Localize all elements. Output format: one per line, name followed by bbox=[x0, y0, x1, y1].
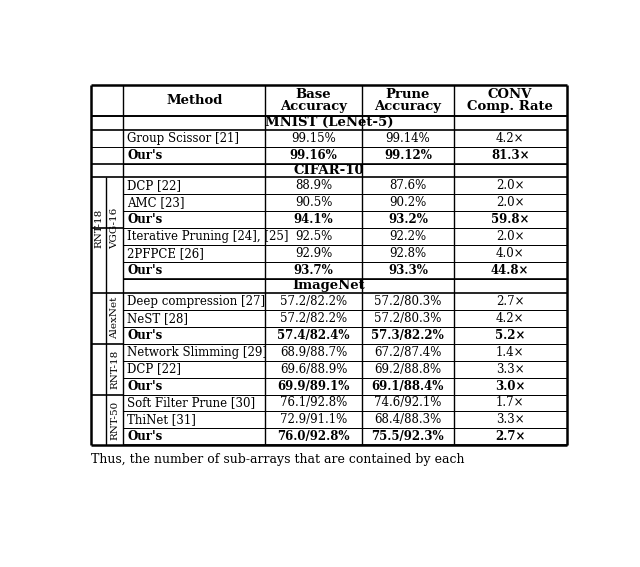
Text: Accuracy: Accuracy bbox=[374, 100, 442, 113]
Text: RNT-50: RNT-50 bbox=[110, 400, 120, 439]
Text: Our's: Our's bbox=[127, 264, 163, 277]
Text: RNT-18: RNT-18 bbox=[94, 209, 103, 248]
Text: 57.3/82.2%: 57.3/82.2% bbox=[371, 329, 444, 342]
Text: ThiNet [31]: ThiNet [31] bbox=[127, 413, 196, 426]
Text: 99.14%: 99.14% bbox=[385, 132, 430, 145]
Text: 2.0×: 2.0× bbox=[496, 196, 524, 209]
Text: Soft Filter Prune [30]: Soft Filter Prune [30] bbox=[127, 396, 255, 409]
Text: 76.0/92.8%: 76.0/92.8% bbox=[277, 430, 350, 443]
Text: CIFAR-10: CIFAR-10 bbox=[294, 164, 364, 177]
Text: VGG-16: VGG-16 bbox=[110, 208, 120, 249]
Text: 69.6/88.9%: 69.6/88.9% bbox=[280, 363, 348, 375]
Text: 88.9%: 88.9% bbox=[295, 179, 332, 192]
Text: 67.2/87.4%: 67.2/87.4% bbox=[374, 346, 442, 359]
Text: Thus, the number of sub-arrays that are contained by each: Thus, the number of sub-arrays that are … bbox=[91, 453, 465, 466]
Text: 68.9/88.7%: 68.9/88.7% bbox=[280, 346, 348, 359]
Text: NeST [28]: NeST [28] bbox=[127, 312, 188, 325]
Text: ImageNet: ImageNet bbox=[292, 280, 365, 293]
Text: Network Slimming [29]: Network Slimming [29] bbox=[127, 346, 268, 359]
Text: 57.2/82.2%: 57.2/82.2% bbox=[280, 312, 348, 325]
Text: 69.9/89.1%: 69.9/89.1% bbox=[278, 379, 350, 392]
Text: 2.7×: 2.7× bbox=[495, 430, 525, 443]
Text: 3.3×: 3.3× bbox=[496, 413, 524, 426]
Text: 2.7×: 2.7× bbox=[496, 295, 524, 308]
Text: 57.4/82.4%: 57.4/82.4% bbox=[277, 329, 350, 342]
Text: Our's: Our's bbox=[127, 329, 163, 342]
Text: 81.3×: 81.3× bbox=[491, 149, 529, 162]
Text: 93.2%: 93.2% bbox=[388, 213, 428, 226]
Text: 1.4×: 1.4× bbox=[496, 346, 524, 359]
Text: RNT-18: RNT-18 bbox=[110, 349, 120, 389]
Text: 4.2×: 4.2× bbox=[496, 312, 524, 325]
Text: 2.0×: 2.0× bbox=[496, 179, 524, 192]
Text: CONV: CONV bbox=[488, 88, 532, 101]
Text: 90.2%: 90.2% bbox=[389, 196, 426, 209]
Text: Our's: Our's bbox=[127, 379, 163, 392]
Text: Our's: Our's bbox=[127, 149, 163, 162]
Text: 75.5/92.3%: 75.5/92.3% bbox=[371, 430, 444, 443]
Text: Comp. Rate: Comp. Rate bbox=[467, 100, 553, 113]
Text: 2.0×: 2.0× bbox=[496, 230, 524, 243]
Text: MNIST (LeNet-5): MNIST (LeNet-5) bbox=[264, 116, 393, 129]
Text: 99.16%: 99.16% bbox=[290, 149, 337, 162]
Text: 3.0×: 3.0× bbox=[495, 379, 525, 392]
Text: 57.2/80.3%: 57.2/80.3% bbox=[374, 312, 442, 325]
Text: 93.3%: 93.3% bbox=[388, 264, 428, 277]
Text: Our's: Our's bbox=[127, 213, 163, 226]
Text: 93.7%: 93.7% bbox=[294, 264, 333, 277]
Text: DCP [22]: DCP [22] bbox=[127, 179, 181, 192]
Text: 44.8×: 44.8× bbox=[491, 264, 529, 277]
Text: 76.1/92.8%: 76.1/92.8% bbox=[280, 396, 348, 409]
Text: AMC [23]: AMC [23] bbox=[127, 196, 185, 209]
Text: 99.12%: 99.12% bbox=[384, 149, 432, 162]
Text: 4.0×: 4.0× bbox=[496, 247, 524, 260]
Text: Method: Method bbox=[166, 94, 223, 107]
Text: 92.2%: 92.2% bbox=[389, 230, 426, 243]
Text: 92.8%: 92.8% bbox=[389, 247, 426, 260]
Text: 69.2/88.8%: 69.2/88.8% bbox=[374, 363, 442, 375]
Text: Deep compression [27]: Deep compression [27] bbox=[127, 295, 266, 308]
Text: 69.1/88.4%: 69.1/88.4% bbox=[372, 379, 444, 392]
Text: 74.6/92.1%: 74.6/92.1% bbox=[374, 396, 442, 409]
Text: 92.5%: 92.5% bbox=[295, 230, 332, 243]
Text: Iterative Pruning [24], [25]: Iterative Pruning [24], [25] bbox=[127, 230, 289, 243]
Text: Base: Base bbox=[296, 88, 332, 101]
Text: Accuracy: Accuracy bbox=[280, 100, 347, 113]
Text: 2PFPCE [26]: 2PFPCE [26] bbox=[127, 247, 204, 260]
Text: Group Scissor [21]: Group Scissor [21] bbox=[127, 132, 239, 145]
Text: AlexNet: AlexNet bbox=[110, 297, 120, 340]
Text: 94.1%: 94.1% bbox=[294, 213, 333, 226]
Text: 3.3×: 3.3× bbox=[496, 363, 524, 375]
Text: 57.2/80.3%: 57.2/80.3% bbox=[374, 295, 442, 308]
Text: 57.2/82.2%: 57.2/82.2% bbox=[280, 295, 348, 308]
Text: 87.6%: 87.6% bbox=[389, 179, 426, 192]
Text: 5.2×: 5.2× bbox=[495, 329, 525, 342]
Text: Our's: Our's bbox=[127, 430, 163, 443]
Text: 99.15%: 99.15% bbox=[291, 132, 336, 145]
Text: 90.5%: 90.5% bbox=[295, 196, 332, 209]
Text: 92.9%: 92.9% bbox=[295, 247, 332, 260]
Text: 4.2×: 4.2× bbox=[496, 132, 524, 145]
Text: 59.8×: 59.8× bbox=[491, 213, 529, 226]
Text: 72.9/91.1%: 72.9/91.1% bbox=[280, 413, 348, 426]
Text: 68.4/88.3%: 68.4/88.3% bbox=[374, 413, 442, 426]
Text: DCP [22]: DCP [22] bbox=[127, 363, 181, 375]
Text: Prune: Prune bbox=[386, 88, 430, 101]
Text: 1.7×: 1.7× bbox=[496, 396, 524, 409]
